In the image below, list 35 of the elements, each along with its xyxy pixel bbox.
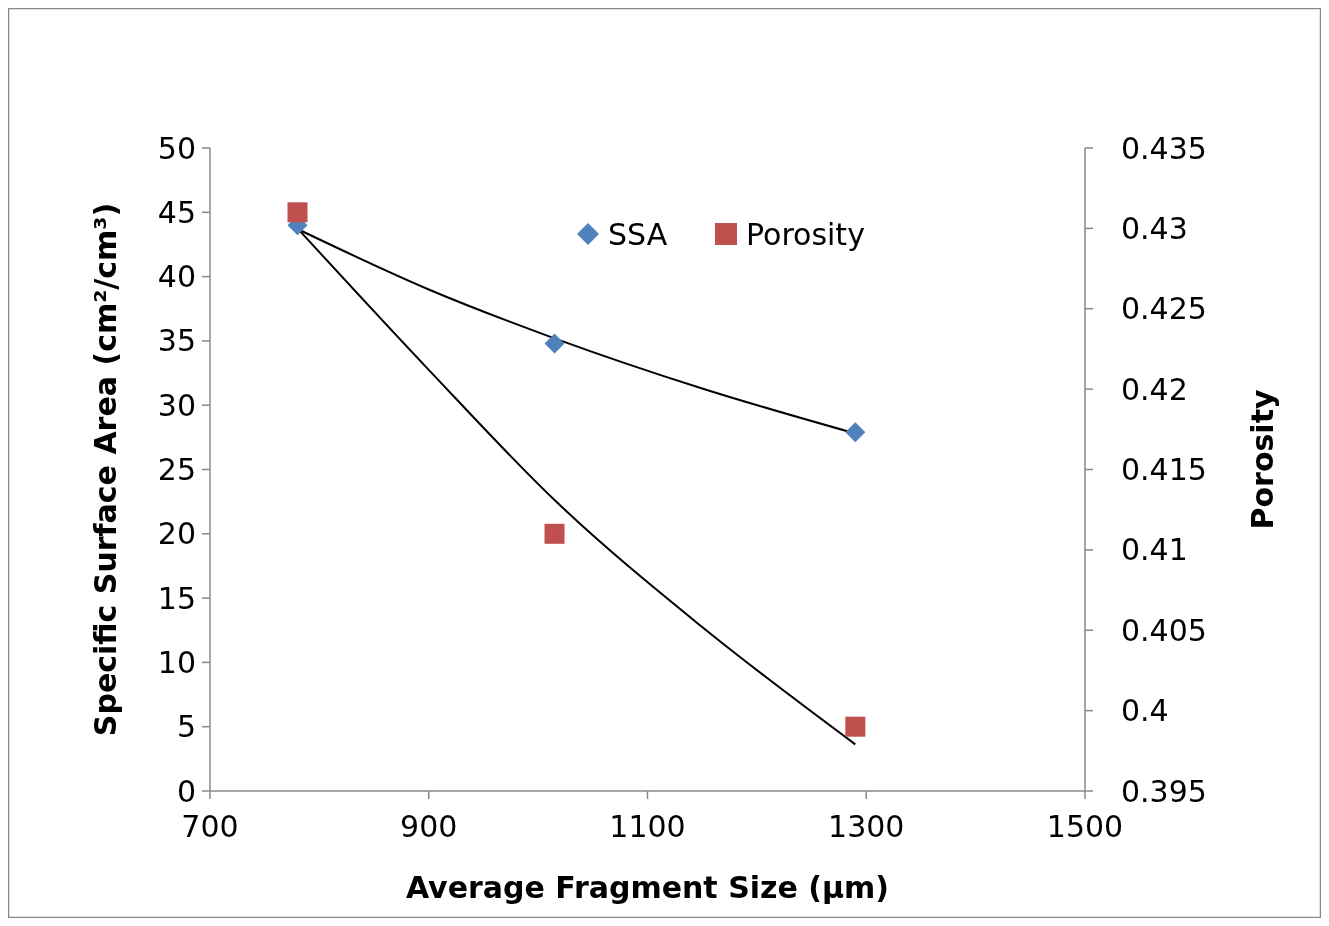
- x-tick-label: 1300: [828, 809, 905, 844]
- y-tick-label: 35: [157, 323, 196, 359]
- point: [845, 716, 866, 737]
- y2-tick-label: 0.405: [1121, 612, 1207, 648]
- x-axis-title: Average Fragment Size (µm): [405, 870, 890, 905]
- y-axis-title: Specific Surface Area (cm²/cm³): [88, 202, 123, 737]
- legend-label: Porosity: [746, 216, 865, 252]
- y2-tick-label: 0.41: [1121, 532, 1188, 568]
- y2-tick-label: 0.395: [1121, 773, 1207, 809]
- x-tick-label: 1500: [1046, 809, 1124, 844]
- point: [287, 202, 308, 223]
- y-tick-label: 20: [157, 516, 196, 552]
- y2-tick-label: 0.425: [1121, 291, 1207, 327]
- y-tick-label: 25: [157, 452, 196, 487]
- y-tick-label: 5: [176, 709, 196, 745]
- y-tick-label: 0: [176, 773, 196, 809]
- y2-tick-label: 0.4: [1121, 693, 1169, 729]
- y-tick-label: 15: [157, 580, 196, 616]
- y2-tick-label: 0.415: [1121, 452, 1207, 487]
- y-tick-label: 30: [157, 387, 196, 423]
- y-tick-label: 45: [157, 194, 196, 230]
- point: [544, 333, 565, 354]
- y2-axis-title: Porosity: [1245, 389, 1280, 530]
- y-tick-label: 50: [157, 130, 196, 166]
- point: [544, 523, 565, 544]
- x-tick-label: 900: [400, 809, 458, 844]
- y-tick-label: 10: [157, 644, 196, 680]
- x-tick-label: 1100: [609, 809, 686, 844]
- legend-label: SSA: [608, 216, 668, 252]
- y2-tick-label: 0.435: [1121, 130, 1207, 166]
- x-tick-label: 700: [181, 809, 239, 844]
- point: [845, 422, 866, 443]
- y2-tick-label: 0.42: [1121, 371, 1188, 407]
- y-tick-label: 40: [157, 259, 196, 295]
- y2-tick-label: 0.43: [1121, 210, 1188, 246]
